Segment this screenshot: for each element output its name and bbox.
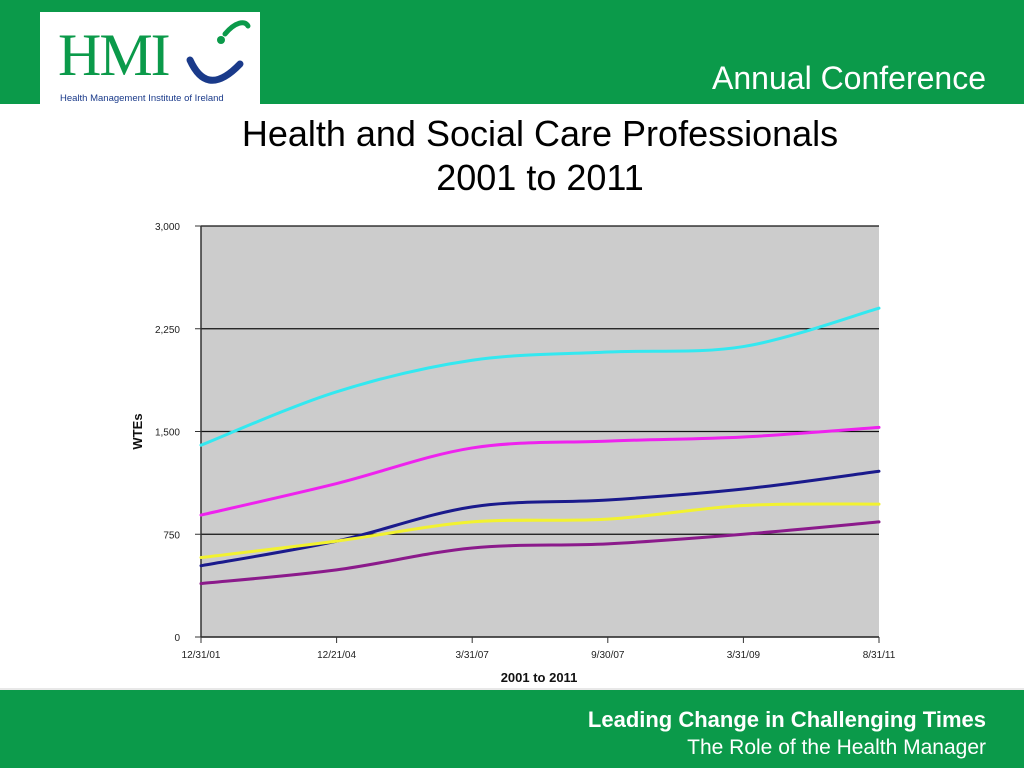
- series-line-4: [199, 502, 881, 560]
- hmi-logo: HMI Health Management Institute of Irela…: [40, 12, 260, 104]
- y-tick-label: 3,000: [155, 222, 180, 233]
- series-line-1: [199, 306, 881, 447]
- footer-bar: Leading Change in Challenging Times The …: [0, 690, 1024, 768]
- y-tick-label: 750: [163, 530, 180, 541]
- footer-subtitle: The Role of the Health Manager: [687, 736, 986, 759]
- slide-title-line1: Health and Social Care Professionals: [241, 113, 839, 154]
- x-tick-label: 3/31/09: [727, 650, 761, 661]
- logo-swoosh-icon: [186, 20, 251, 84]
- slide-title-line2: 2001 to 2011: [436, 157, 644, 198]
- y-tick-label: 0: [174, 633, 180, 644]
- y-axis-label: WTEs: [130, 413, 145, 449]
- x-tick-label: 8/31/11: [863, 650, 896, 661]
- logo-letters: HMI: [58, 22, 171, 88]
- x-tick-label: 9/30/07: [591, 650, 625, 661]
- conference-title: Annual Conference: [712, 60, 986, 96]
- x-tick-label: 12/21/04: [317, 650, 356, 661]
- logo-caption: Health Management Institute of Ireland: [60, 93, 224, 104]
- line-chart: 0 750 1,500 2,250 3,000 12/31/01 12/21/04 3/31/…: [130, 222, 896, 685]
- header-bar: HMI Health Management Institute of Irela…: [0, 0, 1024, 104]
- footer-divider: [0, 688, 1024, 690]
- x-tick-label: 3/31/07: [456, 650, 490, 661]
- x-tick-label: 12/31/01: [182, 650, 221, 661]
- y-tick-label: 2,250: [155, 325, 180, 336]
- series-line-5: [199, 520, 881, 586]
- footer-tagline: Leading Change in Challenging Times: [587, 707, 986, 732]
- x-axis-label: 2001 to 2011: [501, 670, 578, 685]
- y-tick-label: 1,500: [155, 428, 180, 439]
- series-line-2: [199, 425, 881, 517]
- slide-title: Health and Social Care Professionals 200…: [0, 112, 1024, 200]
